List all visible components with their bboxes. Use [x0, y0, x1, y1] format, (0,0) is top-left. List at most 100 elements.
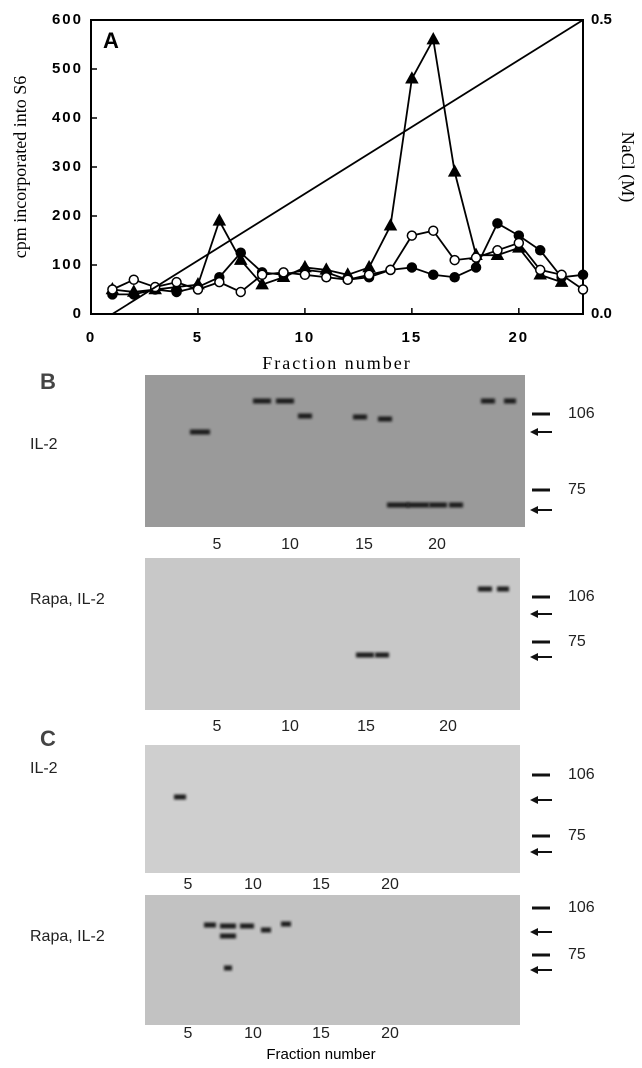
y-tick-label: 0	[73, 305, 83, 322]
band	[276, 398, 294, 404]
data-point	[428, 269, 439, 281]
data-point	[534, 245, 546, 256]
data-point	[406, 230, 418, 241]
lane-label: 20	[439, 718, 457, 735]
band	[220, 933, 236, 939]
arrow-head	[530, 928, 538, 936]
lane-label: 5	[213, 718, 222, 735]
y-axis-label: cpm incorporated into S6	[10, 76, 30, 258]
data-point	[406, 262, 418, 273]
data-point	[128, 274, 140, 285]
data-point	[363, 269, 375, 281]
marker-label: 106	[568, 766, 595, 783]
marker-label: 106	[568, 405, 595, 422]
lane-label: 15	[312, 1025, 330, 1042]
band	[190, 429, 210, 435]
marker-label: 75	[568, 481, 586, 498]
marker-label: 75	[568, 633, 586, 650]
lane-label: 5	[184, 876, 193, 893]
lane-label: 20	[428, 536, 446, 553]
y-tick-label: 400	[52, 109, 83, 126]
band	[174, 794, 186, 800]
band	[387, 502, 409, 508]
arrow-head	[530, 796, 538, 804]
data-point	[449, 254, 460, 266]
blot	[145, 745, 520, 873]
arrow-head	[530, 506, 538, 514]
data-point	[470, 262, 482, 273]
data-point	[577, 284, 589, 295]
marker-label: 106	[568, 588, 595, 605]
data-point	[426, 32, 441, 45]
band	[449, 502, 463, 508]
band	[481, 398, 495, 404]
band	[281, 921, 291, 927]
arrow-head	[530, 653, 538, 661]
lane-label: 15	[357, 718, 375, 735]
data-point	[447, 164, 462, 177]
band	[253, 398, 271, 404]
data-point	[107, 284, 118, 295]
condition-label: IL-2	[30, 760, 58, 777]
arrow-head	[530, 428, 538, 436]
data-point	[278, 267, 289, 278]
band	[240, 923, 254, 929]
y-tick-label: 600	[52, 11, 83, 28]
marker-label: 106	[568, 899, 595, 916]
blot	[145, 375, 525, 527]
data-point	[449, 272, 460, 283]
data-point	[299, 269, 311, 281]
marker-label: 75	[568, 946, 586, 963]
lane-label: 20	[381, 876, 399, 893]
lane-label: 5	[213, 536, 222, 553]
data-point	[212, 213, 227, 226]
lane-label: 5	[184, 1025, 193, 1042]
arrow-head	[530, 966, 538, 974]
band	[220, 923, 236, 929]
y2-tick-label: 0.5	[591, 11, 612, 28]
x-tick-label: 0	[86, 329, 96, 346]
data-point	[385, 264, 396, 276]
data-point	[233, 252, 248, 265]
panel-label: B	[40, 369, 56, 394]
x-tick-label: 5	[193, 329, 203, 346]
data-point	[383, 218, 398, 231]
band	[204, 922, 216, 928]
lane-label: 10	[281, 718, 299, 735]
data-point	[255, 277, 269, 290]
data-point	[235, 286, 246, 298]
band	[298, 413, 312, 419]
data-point	[577, 269, 589, 281]
y-tick-label: 100	[52, 256, 83, 273]
x-axis-label: Fraction number	[262, 353, 411, 373]
y-tick-label: 300	[52, 158, 83, 175]
data-point	[470, 252, 482, 263]
data-point	[556, 269, 567, 281]
condition-label: IL-2	[30, 436, 58, 453]
panel-label: C	[40, 726, 56, 751]
band	[224, 965, 232, 971]
data-point	[492, 218, 503, 229]
data-point	[256, 269, 268, 281]
band	[375, 652, 389, 658]
data-point	[214, 276, 225, 288]
lane-label: 15	[312, 876, 330, 893]
blot	[145, 895, 520, 1025]
data-point	[342, 274, 353, 285]
x-tick-label: 20	[508, 329, 529, 346]
y2-axis-label: NaCl (M)	[617, 132, 638, 203]
data-point	[171, 276, 182, 288]
data-point	[513, 237, 525, 249]
lane-label: 10	[244, 876, 262, 893]
band	[429, 502, 447, 508]
condition-label: Rapa, IL-2	[30, 591, 105, 608]
marker-label: 75	[568, 827, 586, 844]
x-tick-label: 10	[295, 329, 316, 346]
panel-label: A	[103, 28, 119, 53]
data-point	[405, 71, 419, 84]
band	[407, 502, 429, 508]
data-point	[235, 247, 246, 258]
data-point	[321, 272, 332, 283]
y2-tick-label: 0.0	[591, 305, 612, 322]
